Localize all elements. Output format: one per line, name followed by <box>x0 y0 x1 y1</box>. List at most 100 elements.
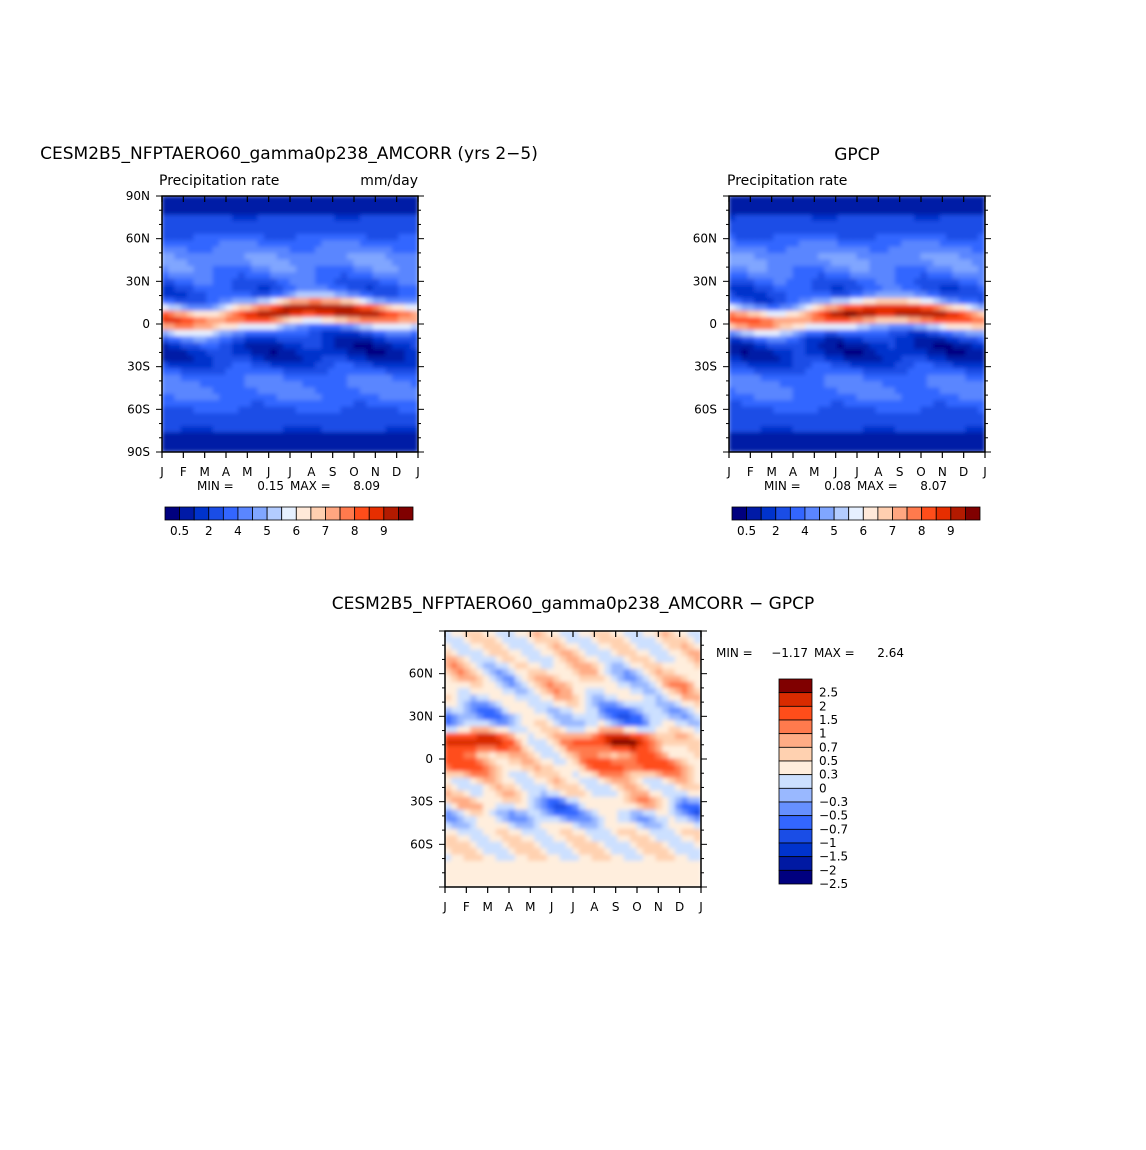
panel-diff-field-cell <box>547 861 554 868</box>
panel-gpcp-field-cell <box>773 298 780 305</box>
panel-diff-field-cell <box>585 797 592 804</box>
panel-model-ytick-label: 90N <box>126 189 150 203</box>
panel-model-field-cell <box>398 439 405 446</box>
panel-gpcp-field-cell <box>837 413 844 420</box>
panel-diff-field-cell <box>624 720 631 727</box>
panel-model-xtick-label: O <box>349 465 358 479</box>
panel-model-field-cell <box>174 407 181 414</box>
panel-gpcp-field-cell <box>741 426 748 433</box>
panel-diff-field-cell <box>470 733 477 740</box>
panel-gpcp-field-cell <box>914 400 921 407</box>
panel-diff-field-cell <box>470 765 477 772</box>
panel-model-field-cell <box>290 349 297 356</box>
panel-diff-field-cell <box>592 675 599 682</box>
panel-gpcp-field-cell <box>953 215 960 222</box>
panel-gpcp-field-cell <box>927 285 934 292</box>
panel-diff-field-cell <box>541 797 548 804</box>
panel-diff-field-cell <box>630 835 637 842</box>
panel-model-field-cell <box>187 432 194 439</box>
panel-gpcp-field-cell <box>741 324 748 331</box>
panel-diff-field-cell <box>611 778 618 785</box>
panel-model-field-cell <box>366 228 373 235</box>
panel-gpcp-field-cell <box>889 247 896 254</box>
panel-model-min-label: MIN = <box>197 479 234 493</box>
panel-diff-field-cell <box>585 874 592 881</box>
panel-diff-field-cell <box>573 759 580 766</box>
panel-diff-field-cell <box>489 701 496 708</box>
panel-diff-field-cell <box>675 733 682 740</box>
panel-gpcp-field-cell <box>812 202 819 209</box>
panel-model-field-cell <box>187 260 194 267</box>
panel-diff-field-cell <box>669 739 676 746</box>
panel-model-field-cell <box>251 336 258 343</box>
panel-model-field-cell <box>341 240 348 247</box>
panel-gpcp-field-cell <box>882 420 889 427</box>
panel-diff-field-cell <box>688 688 695 695</box>
panel-gpcp-field-cell <box>946 266 953 273</box>
panel-model-field-cell <box>181 304 188 311</box>
panel-gpcp-field-cell <box>780 208 787 215</box>
panel-diff-field-cell <box>489 848 496 855</box>
panel-diff-field-cell <box>637 720 644 727</box>
panel-model-field-cell <box>347 324 354 331</box>
panel-diff-field-cell <box>509 643 516 650</box>
panel-gpcp-field-cell <box>735 381 742 388</box>
panel-gpcp-field-cell <box>876 324 883 331</box>
panel-diff-field-cell <box>541 701 548 708</box>
panel-model-field-cell <box>379 279 386 286</box>
panel-diff-field-cell <box>528 733 535 740</box>
panel-diff-field-cell <box>617 810 624 817</box>
panel-diff-field-cell <box>675 707 682 714</box>
panel-diff-field-cell <box>630 727 637 734</box>
panel-model-field-cell <box>296 324 303 331</box>
panel-gpcp-field-cell <box>857 413 864 420</box>
panel-model-field-cell <box>200 407 207 414</box>
panel-diff-field-cell <box>688 791 695 798</box>
panel-model-field-cell <box>232 439 239 446</box>
panel-model-field-cell <box>309 272 316 279</box>
panel-gpcp-field-cell <box>933 298 940 305</box>
panel-diff-field-cell <box>547 835 554 842</box>
panel-model-field-cell <box>296 272 303 279</box>
panel-model-ytick-label: 30S <box>127 360 150 374</box>
panel-gpcp-field-cell <box>908 394 915 401</box>
panel-model-field-cell <box>251 375 258 382</box>
panel-diff-field-cell <box>509 714 516 721</box>
panel-diff-field-cell <box>605 771 612 778</box>
panel-diff-field-cell <box>662 643 669 650</box>
panel-diff-field-cell <box>496 855 503 862</box>
panel-gpcp-field-cell <box>946 388 953 395</box>
panel-diff-field-cell <box>669 797 676 804</box>
panel-model-field-cell <box>398 272 405 279</box>
panel-diff-field-cell <box>496 771 503 778</box>
panel-gpcp-field-cell <box>825 311 832 318</box>
panel-diff-field-cell <box>579 759 586 766</box>
panel-model-max-value: 8.09 <box>353 479 380 493</box>
panel-gpcp-field-cell <box>857 324 864 331</box>
panel-model-field-cell <box>251 202 258 209</box>
panel-gpcp-field-cell <box>901 375 908 382</box>
panel-diff-field-cell <box>649 637 656 644</box>
panel-gpcp-field-cell <box>914 368 921 375</box>
panel-gpcp-field-cell <box>831 292 838 299</box>
panel-diff-field-cell <box>585 643 592 650</box>
panel-gpcp-field-cell <box>927 362 934 369</box>
panel-diff-field-cell <box>553 746 560 753</box>
panel-gpcp-field-cell <box>837 336 844 343</box>
panel-diff-field-cell <box>675 861 682 868</box>
panel-diff-field-cell <box>630 771 637 778</box>
panel-gpcp-field-cell <box>761 272 768 279</box>
panel-gpcp-field-cell <box>889 375 896 382</box>
panel-diff-field-cell <box>566 829 573 836</box>
panel-gpcp-field-cell <box>908 272 915 279</box>
panel-gpcp-field-cell <box>895 368 902 375</box>
panel-model-field-cell <box>315 285 322 292</box>
panel-diff-field-cell <box>464 714 471 721</box>
panel-diff-field-cell <box>669 637 676 644</box>
panel-diff-field-cell <box>592 746 599 753</box>
panel-gpcp-field-cell <box>780 215 787 222</box>
panel-gpcp-field-cell <box>959 362 966 369</box>
panel-model-field-cell <box>206 349 213 356</box>
panel-diff-field-cell <box>637 829 644 836</box>
panel-diff-field-cell <box>611 688 618 695</box>
